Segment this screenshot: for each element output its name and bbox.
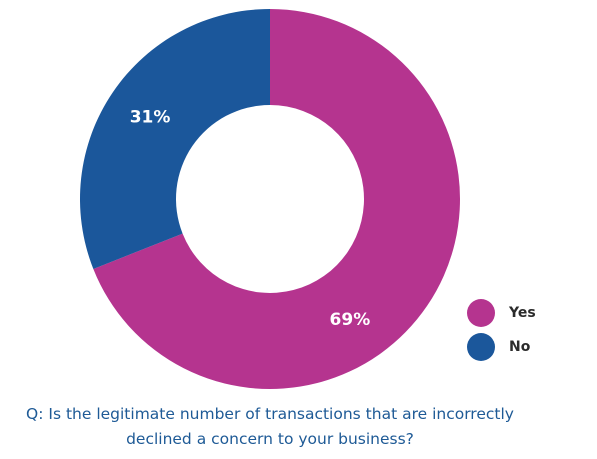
caption-line-2: declined a concern to your business?: [126, 430, 414, 448]
slice-no: [79, 9, 271, 269]
slice-label-no: 31%: [130, 107, 171, 127]
caption-line-1: Q: Is the legitimate number of transacti…: [26, 405, 514, 423]
legend-swatch-yes: [467, 299, 495, 327]
slice-labels: 69% 31%: [130, 107, 371, 329]
legend-swatch-no: [467, 333, 495, 361]
slice-label-yes: 69%: [330, 310, 371, 330]
legend-label-yes: Yes: [508, 305, 536, 321]
donut-slices: [79, 9, 460, 390]
chart-caption: Q: Is the legitimate number of transacti…: [0, 402, 540, 452]
legend: Yes No: [467, 299, 536, 361]
slice-yes: [93, 9, 460, 390]
legend-label-no: No: [509, 339, 531, 355]
